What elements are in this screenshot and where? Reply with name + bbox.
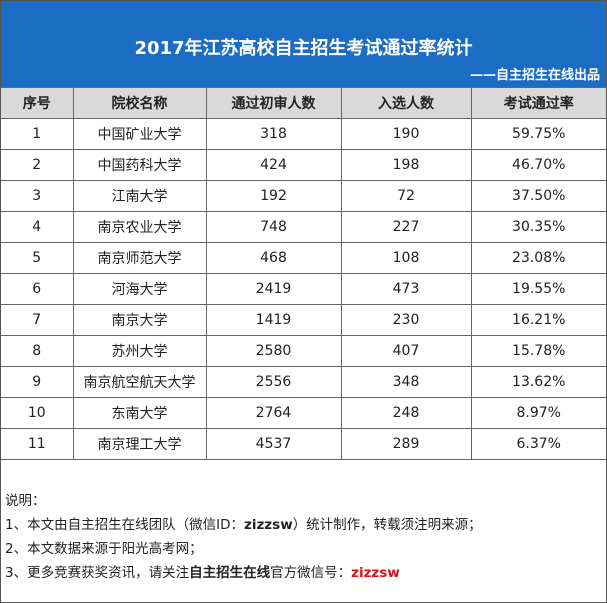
table-row: 2 中国药科大学 424 198 46.70% <box>1 149 606 181</box>
table-row: 9 南京航空航天大学 2556 348 13.62% <box>1 366 606 398</box>
notes: 说明： 1、本文由自主招生在线团队（微信ID：zizzsw）统计制作，转载须注明… <box>5 489 482 585</box>
table-row: 10 东南大学 2764 248 8.97% <box>1 397 606 429</box>
table-cell: 15.78% <box>470 335 606 367</box>
table-cell: 318 <box>205 118 342 150</box>
table-cell: 37.50% <box>470 180 606 212</box>
table-cell: 东南大学 <box>72 397 207 429</box>
note-line: 2、本文数据来源于阳光高考网； <box>5 537 482 561</box>
note-text: zizzsw <box>243 517 293 533</box>
table-cell: 南京大学 <box>72 304 207 336</box>
table-cell: 8.97% <box>470 397 606 429</box>
table-cell: 227 <box>340 211 472 243</box>
column-header: 序号 <box>1 87 74 119</box>
table-cell: 南京航空航天大学 <box>72 366 207 398</box>
table-cell: 3 <box>1 180 74 212</box>
column-header: 院校名称 <box>72 87 207 119</box>
table-cell: 南京理工大学 <box>72 428 207 460</box>
table-cell: 9 <box>1 366 74 398</box>
table-cell: 473 <box>340 273 472 305</box>
table-cell: 192 <box>205 180 342 212</box>
table-cell: 289 <box>340 428 472 460</box>
note-text: 官方微信号： <box>270 565 352 581</box>
column-header: 考试通过率 <box>470 87 606 119</box>
note-text: 自主招生在线 <box>189 565 271 581</box>
table-cell: 190 <box>340 118 472 150</box>
table-cell: 2419 <box>205 273 342 305</box>
table-cell: 248 <box>340 397 472 429</box>
table-cell: 46.70% <box>470 149 606 181</box>
table-row: 1 中国矿业大学 318 190 59.75% <box>1 118 606 150</box>
table-row: 3 江南大学 192 72 37.50% <box>1 180 606 212</box>
table-cell: 7 <box>1 304 74 336</box>
table-cell: 中国矿业大学 <box>72 118 207 150</box>
table-cell: 198 <box>340 149 472 181</box>
table-cell: 11 <box>1 428 74 460</box>
table-cell: 108 <box>340 242 472 274</box>
note-line: 1、本文由自主招生在线团队（微信ID：zizzsw）统计制作，转载须注明来源； <box>5 513 482 537</box>
table-cell: 南京农业大学 <box>72 211 207 243</box>
table: 序号 院校名称 通过初审人数 入选人数 考试通过率 1 中国矿业大学 318 190 59.75… <box>1 87 606 460</box>
table-cell: 中国药科大学 <box>72 149 207 181</box>
table-cell: 南京师范大学 <box>72 242 207 274</box>
header: 2017年江苏高校自主招生考试通过率统计 ——自主招生在线出品 <box>1 1 606 87</box>
note-text: 3、更多竞赛获奖资讯，请关注 <box>5 565 190 581</box>
table-cell: 230 <box>340 304 472 336</box>
table-cell: 13.62% <box>470 366 606 398</box>
table-cell: 4537 <box>205 428 342 460</box>
table-cell: 8 <box>1 335 74 367</box>
table-row: 4 南京农业大学 748 227 30.35% <box>1 211 606 243</box>
table-cell: 河海大学 <box>72 273 207 305</box>
table-cell: 6.37% <box>470 428 606 460</box>
table-cell: 4 <box>1 211 74 243</box>
header-row: 序号 院校名称 通过初审人数 入选人数 考试通过率 <box>1 87 606 119</box>
column-header: 入选人数 <box>340 87 472 119</box>
table-cell: 1 <box>1 118 74 150</box>
table-cell: 1419 <box>205 304 342 336</box>
table-cell: 424 <box>205 149 342 181</box>
table-cell: 2580 <box>205 335 342 367</box>
table-cell: 16.21% <box>470 304 606 336</box>
note-line: 3、更多竞赛获奖资讯，请关注自主招生在线官方微信号：zizzsw <box>5 561 482 585</box>
table-cell: 468 <box>205 242 342 274</box>
table-cell: 19.55% <box>470 273 606 305</box>
table-row: 8 苏州大学 2580 407 15.78% <box>1 335 606 367</box>
table-cell: 2556 <box>205 366 342 398</box>
table-row: 7 南京大学 1419 230 16.21% <box>1 304 606 336</box>
table-cell: 59.75% <box>470 118 606 150</box>
table-row: 11 南京理工大学 4537 289 6.37% <box>1 428 606 460</box>
table-row: 6 河海大学 2419 473 19.55% <box>1 273 606 305</box>
table-cell: 2764 <box>205 397 342 429</box>
note-text: ）统计制作，转载须注明来源； <box>292 517 482 533</box>
table-cell: 30.35% <box>470 211 606 243</box>
notes-label: 说明： <box>5 493 46 509</box>
subtitle: ——自主招生在线出品 <box>469 68 600 83</box>
column-header: 通过初审人数 <box>205 87 342 119</box>
table-cell: 2 <box>1 149 74 181</box>
table-cell: 5 <box>1 242 74 274</box>
table-cell: 江南大学 <box>72 180 207 212</box>
table-cell: 10 <box>1 397 74 429</box>
table-row: 5 南京师范大学 468 108 23.08% <box>1 242 606 274</box>
table-cell: 23.08% <box>470 242 606 274</box>
table-cell: 407 <box>340 335 472 367</box>
table-cell: 6 <box>1 273 74 305</box>
table-cell: 72 <box>340 180 472 212</box>
note-text: zizzsw <box>351 565 400 581</box>
table-cell: 苏州大学 <box>72 335 207 367</box>
table-cell: 348 <box>340 366 472 398</box>
note-text: 2、本文数据来源于阳光高考网； <box>5 541 203 557</box>
title: 2017年江苏高校自主招生考试通过率统计 <box>134 38 473 59</box>
table-cell: 748 <box>205 211 342 243</box>
note-text: 1、本文由自主招生在线团队（微信ID： <box>5 517 244 533</box>
